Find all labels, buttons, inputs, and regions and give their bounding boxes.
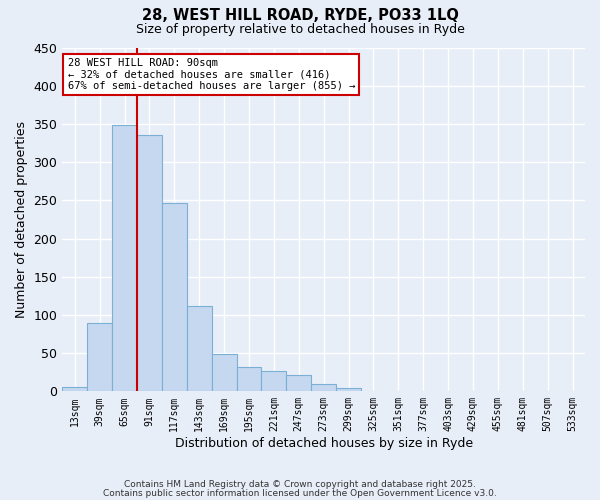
Bar: [236, 367, 262, 392]
Text: 28, WEST HILL ROAD, RYDE, PO33 1LQ: 28, WEST HILL ROAD, RYDE, PO33 1LQ: [142, 8, 458, 22]
Bar: [137, 136, 162, 392]
Bar: [336, 388, 361, 392]
Bar: [162, 204, 187, 392]
Bar: [311, 384, 336, 392]
Text: Size of property relative to detached houses in Ryde: Size of property relative to detached ho…: [136, 22, 464, 36]
Bar: [87, 324, 112, 392]
Bar: [187, 306, 212, 392]
Bar: [386, 390, 411, 392]
Bar: [212, 354, 236, 392]
Bar: [262, 372, 286, 392]
Text: Contains HM Land Registry data © Crown copyright and database right 2025.: Contains HM Land Registry data © Crown c…: [124, 480, 476, 489]
Text: 28 WEST HILL ROAD: 90sqm
← 32% of detached houses are smaller (416)
67% of semi-: 28 WEST HILL ROAD: 90sqm ← 32% of detach…: [68, 58, 355, 91]
Bar: [62, 386, 87, 392]
Text: Contains public sector information licensed under the Open Government Licence v3: Contains public sector information licen…: [103, 488, 497, 498]
Bar: [112, 124, 137, 392]
X-axis label: Distribution of detached houses by size in Ryde: Distribution of detached houses by size …: [175, 437, 473, 450]
Bar: [286, 376, 311, 392]
Y-axis label: Number of detached properties: Number of detached properties: [15, 121, 28, 318]
